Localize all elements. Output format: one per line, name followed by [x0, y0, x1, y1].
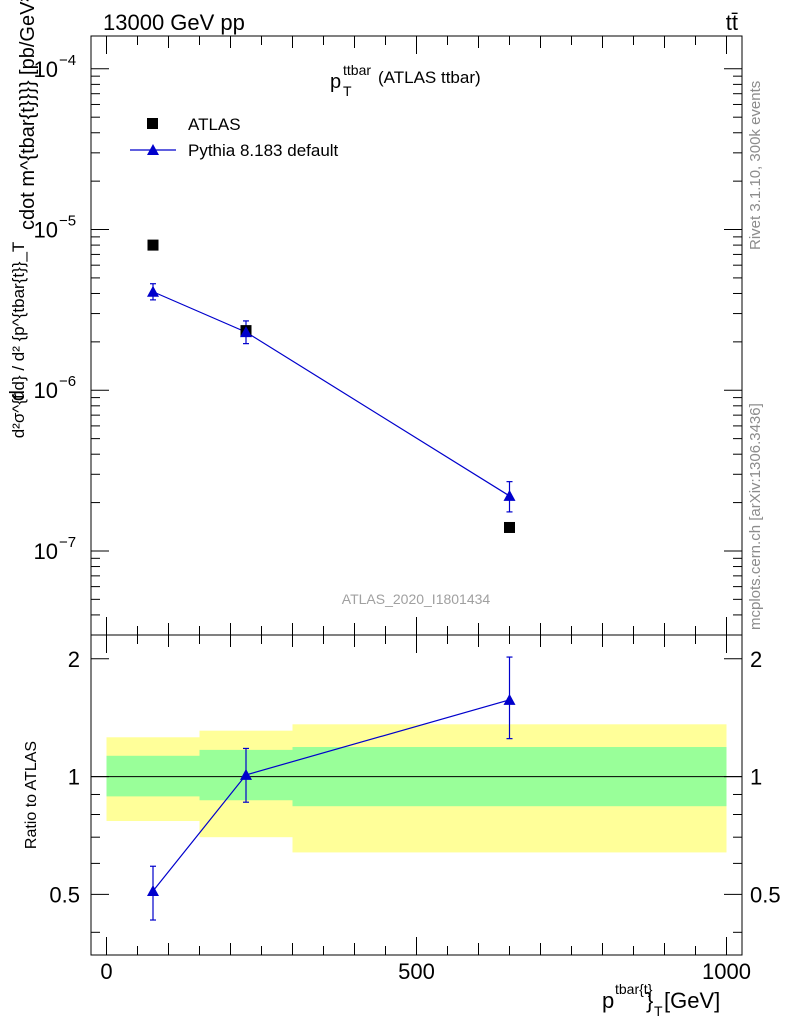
main-y-tick-label: 10 −7	[34, 534, 77, 564]
main-y-axis-label: d d²σ^{fid} / d² {p^{tbar{t}}_T cdot m^{…	[7, 0, 39, 438]
x-tick-label: 0	[100, 959, 112, 984]
energy-label: 13000 GeV pp	[103, 10, 245, 35]
xlabel-main: p	[602, 988, 614, 1013]
ylabel-main: d	[7, 390, 29, 401]
legend-pythia-marker	[147, 144, 159, 155]
x-tick-label: 1000	[702, 959, 751, 984]
pythia-point	[240, 326, 252, 338]
ratio-panel: 0.5 0.5 1 1 2 2 0 500 1000 Ratio to ATLAS p tbar…	[23, 634, 781, 1019]
ratio-y-tick-label-right: 0.5	[750, 882, 781, 907]
title-rest: (ATLAS ttbar)	[378, 68, 481, 87]
ratio-point	[147, 885, 159, 897]
ratio-y-tick-label-left: 1	[68, 765, 80, 790]
atlas-point	[147, 239, 159, 251]
ratio-y-tick-label-right: 2	[750, 647, 762, 672]
tick-exponent: −5	[59, 213, 76, 230]
pythia-point	[503, 489, 516, 501]
tick-base: 10	[34, 57, 58, 82]
tick-exponent: −6	[59, 373, 76, 390]
tick-exponent: −4	[59, 52, 76, 69]
main-y-tick-label: 10 −4	[34, 52, 77, 82]
ratio-frame	[90, 634, 743, 956]
legend-atlas-marker	[147, 118, 158, 129]
main-y-tick-label: 10 −6	[34, 373, 77, 403]
tick-exponent: −7	[59, 534, 76, 551]
x-axis-label: p tbar{t} } T [GeV]	[602, 981, 720, 1019]
process-label: tt̄	[726, 10, 738, 35]
ratio-point	[503, 693, 516, 705]
mcplots-label: mcplots.cern.ch [arXiv:1306.3436]	[747, 403, 764, 630]
main-ticks	[91, 36, 742, 636]
legend-atlas-label: ATLAS	[188, 115, 241, 134]
ratio-point	[240, 768, 252, 780]
analysis-label: ATLAS_2020_I1801434	[342, 591, 491, 607]
ratio-y-tick-label-left: 0.5	[49, 882, 80, 907]
rivet-label: Rivet 3.1.10, 300k events	[747, 81, 764, 250]
pythia-line	[152, 291, 510, 497]
ratio-tick-labels: 0.5 0.5 1 1 2 2 0 500 1000	[49, 647, 780, 984]
main-y-tick-label: 10 −5	[34, 213, 77, 243]
ratio-ticks	[91, 635, 742, 955]
ratio-y-axis-label: Ratio to ATLAS	[23, 741, 40, 849]
ylabel-tail: cdot m^{tbar{t}}}} [pb/GeV²]	[17, 0, 39, 230]
title-sup: ttbar	[343, 62, 371, 78]
pythia-point	[147, 285, 159, 297]
title-sub: T	[343, 83, 352, 99]
atlas-point	[504, 521, 515, 533]
legend-pythia-label: Pythia 8.183 default	[188, 141, 339, 160]
title-main: p	[330, 71, 341, 93]
tick-base: 10	[34, 218, 58, 243]
xlabel-sub: T	[654, 1003, 663, 1019]
main-panel: 10−410−510−610−7 p ttbar T (ATLAS ttbar)…	[7, 0, 743, 636]
tick-base: 10	[34, 539, 58, 564]
ylabel-frac: d²σ^{fid} / d² {p^{tbar{t}}_T	[9, 242, 28, 439]
xlabel-tail: }	[646, 988, 653, 1013]
ratio-y-tick-label-right: 1	[750, 765, 762, 790]
ratio-y-tick-label-left: 2	[68, 647, 80, 672]
main-y-tick-labels: 10−410−510−610−7	[34, 52, 77, 564]
main-title: p ttbar T (ATLAS ttbar)	[330, 62, 481, 99]
x-tick-label: 500	[398, 959, 435, 984]
xlabel-sup: tbar{t}	[615, 981, 653, 997]
xlabel-unit: [GeV]	[664, 988, 720, 1013]
ratio-series	[147, 656, 516, 921]
tick-base: 10	[34, 378, 58, 403]
legend: ATLAS Pythia 8.183 default	[130, 115, 339, 160]
main-series	[147, 239, 516, 533]
